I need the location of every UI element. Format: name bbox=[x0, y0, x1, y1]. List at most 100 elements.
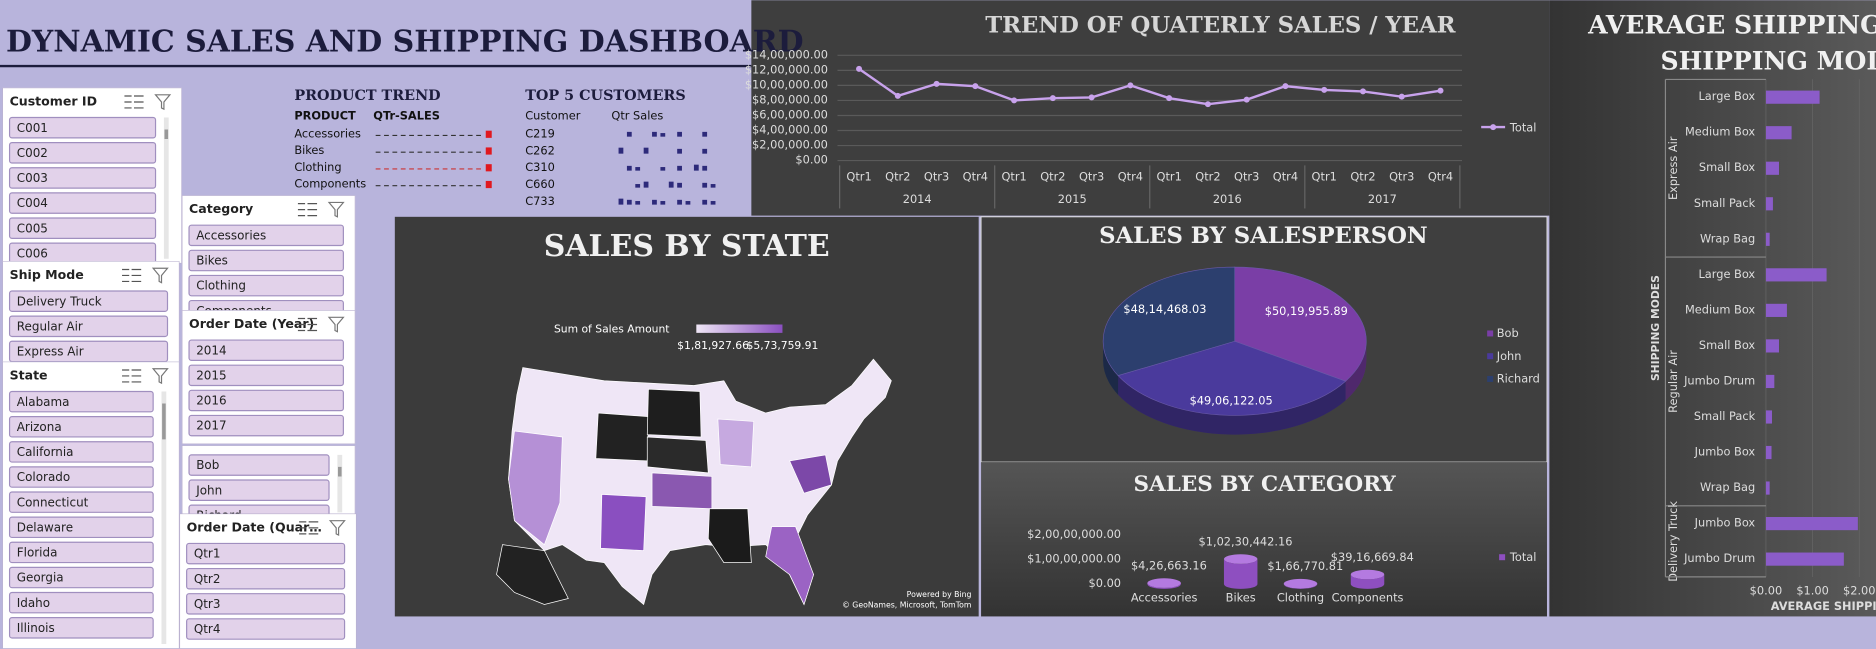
slicer-item-label: Florida bbox=[17, 546, 58, 560]
slicer-item[interactable] bbox=[188, 364, 344, 387]
color-scale-bar bbox=[696, 324, 783, 333]
y-tick-label: Jumbo Drum bbox=[1683, 551, 1755, 565]
bar-top bbox=[1147, 578, 1181, 588]
y-tick-label: Jumbo Box bbox=[1694, 516, 1756, 530]
x-tick-label: Qtr4 bbox=[963, 169, 988, 183]
sparkline-column bbox=[702, 165, 708, 171]
slicer-item[interactable] bbox=[8, 491, 154, 513]
slicer-item-label: Arizona bbox=[17, 420, 62, 434]
y-tick-label: Wrap Bag bbox=[1700, 480, 1755, 494]
multi-select-icon[interactable] bbox=[122, 268, 142, 283]
bar-top bbox=[1223, 554, 1258, 564]
slicer-item[interactable] bbox=[188, 224, 344, 247]
bar bbox=[1765, 339, 1779, 353]
sparkline-column bbox=[677, 131, 682, 137]
slicer-item[interactable] bbox=[188, 249, 344, 272]
sparkline-column bbox=[652, 131, 657, 137]
slicer-item-label: Components bbox=[196, 304, 272, 318]
table-title: PRODUCT TREND bbox=[294, 88, 440, 104]
multi-select-icon[interactable] bbox=[124, 95, 144, 109]
multi-select-icon[interactable] bbox=[297, 203, 318, 217]
sparkline-marker bbox=[485, 130, 492, 138]
pie-side-shade bbox=[1103, 341, 1119, 395]
slicer-item[interactable] bbox=[188, 454, 330, 476]
x-tick-label: Qtr4 bbox=[1273, 169, 1298, 183]
pie-side-shade bbox=[1118, 375, 1346, 435]
slicer-item[interactable] bbox=[8, 441, 154, 463]
multi-select-icon[interactable] bbox=[299, 521, 319, 535]
slicer-item[interactable] bbox=[8, 390, 154, 413]
slicer-item[interactable] bbox=[186, 593, 346, 615]
slicer-item-label: Idaho bbox=[17, 596, 50, 610]
legend-swatch bbox=[1487, 330, 1494, 337]
slicer-item-label: C001 bbox=[17, 121, 48, 135]
slicer-item-label: Bob bbox=[196, 458, 219, 472]
y-tick-label: $12,00,000.00 bbox=[745, 62, 828, 76]
slicer-item[interactable] bbox=[8, 142, 157, 164]
category-panel bbox=[981, 462, 1547, 617]
slicer-item[interactable] bbox=[8, 315, 169, 338]
group-label: Express Air bbox=[1666, 136, 1680, 200]
pie-side-shade bbox=[1345, 341, 1367, 401]
slicer-item[interactable] bbox=[8, 466, 154, 488]
slicer-item[interactable] bbox=[8, 591, 154, 614]
clear-filter-icon[interactable] bbox=[327, 316, 345, 333]
x-group-label: 2017 bbox=[1368, 192, 1397, 206]
x-tick-label: Qtr2 bbox=[885, 169, 910, 183]
data-point bbox=[894, 92, 901, 99]
sparkline-column bbox=[677, 199, 682, 205]
clear-filter-icon[interactable] bbox=[154, 94, 172, 111]
dashboard-title: DYNAMIC SALES AND SHIPPING DASHBOARD bbox=[6, 24, 804, 59]
pie-slice bbox=[1102, 266, 1236, 376]
slicer-item[interactable] bbox=[8, 566, 154, 589]
slicer-item[interactable] bbox=[188, 389, 344, 412]
slicer-item[interactable] bbox=[8, 242, 157, 264]
state-region bbox=[651, 472, 713, 510]
data-label: $39,16,669.84 bbox=[1331, 550, 1414, 564]
slicer: Order Date (Year) 2014 2015 2016 2017 bbox=[181, 310, 356, 445]
y-tick-label: $2,00,000.00 bbox=[752, 138, 828, 152]
sparkline-column bbox=[710, 184, 716, 188]
multi-select-icon[interactable] bbox=[122, 369, 142, 383]
slicer-item[interactable] bbox=[186, 567, 346, 590]
x-tick-label: Qtr1 bbox=[1157, 169, 1182, 183]
slicer-item[interactable] bbox=[186, 618, 346, 640]
slicer-item[interactable] bbox=[188, 339, 344, 361]
slicer-item[interactable] bbox=[8, 541, 154, 564]
slicer-item[interactable] bbox=[188, 414, 344, 437]
y-tick-label: Small Pack bbox=[1694, 196, 1756, 210]
shipping-panel bbox=[1549, 0, 1876, 617]
slicer-item[interactable] bbox=[8, 167, 157, 189]
y-tick-label: $1,00,00,000.00 bbox=[1027, 552, 1121, 566]
bar bbox=[1765, 517, 1858, 531]
chart-title: AVERAGE SHIPPING bbox=[1587, 10, 1876, 40]
state-region bbox=[717, 418, 755, 468]
clear-filter-icon[interactable] bbox=[151, 368, 169, 385]
multi-select-icon[interactable] bbox=[297, 317, 318, 332]
x-group-label: 2014 bbox=[903, 192, 932, 206]
clear-filter-icon[interactable] bbox=[328, 520, 346, 537]
slicer-item[interactable] bbox=[8, 290, 169, 312]
slicer-item[interactable] bbox=[186, 542, 346, 565]
slicer-item[interactable] bbox=[8, 192, 157, 214]
x-tick-label: Qtr2 bbox=[1040, 169, 1065, 183]
bar bbox=[1223, 559, 1258, 589]
x-tick-label: Qtr3 bbox=[1079, 169, 1104, 183]
slicer-item[interactable] bbox=[8, 217, 157, 239]
slicer-item[interactable] bbox=[8, 116, 157, 139]
slicer-header: State bbox=[10, 367, 48, 382]
data-point bbox=[972, 83, 979, 90]
slicer-item-label: 2015 bbox=[196, 368, 226, 382]
slicer-item[interactable] bbox=[8, 416, 154, 438]
data-point bbox=[1166, 95, 1173, 102]
clear-filter-icon[interactable] bbox=[151, 267, 169, 284]
slicer-item[interactable] bbox=[188, 274, 344, 297]
clear-filter-icon[interactable] bbox=[327, 201, 345, 218]
slicer-item[interactable] bbox=[188, 479, 330, 501]
sparkline-column bbox=[677, 148, 682, 154]
y-tick-label: $6,00,000.00 bbox=[752, 107, 828, 121]
slicer-item[interactable] bbox=[8, 516, 154, 539]
legend-swatch bbox=[1487, 375, 1494, 382]
slicer-header: Ship Mode bbox=[10, 267, 84, 282]
slicer-item[interactable] bbox=[8, 617, 154, 639]
